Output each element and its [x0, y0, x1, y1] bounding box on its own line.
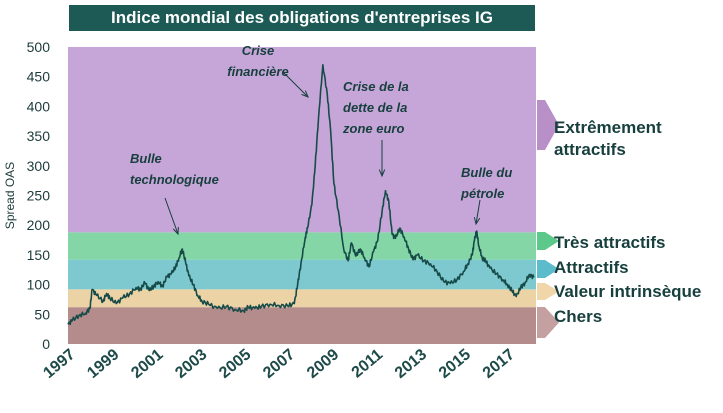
x-axis: 1997 1999 2001 2003 2005 2007 2009 2011 2013 2015… — [40, 346, 518, 382]
y-tick-label: 450 — [27, 69, 51, 85]
x-tick-label: 2001 — [128, 346, 166, 382]
zone-arrow — [537, 307, 559, 338]
zone-arrow — [537, 283, 559, 300]
zone-text: Chers — [554, 307, 602, 326]
zone-text: Attractifs — [554, 258, 629, 277]
y-tick-label: 150 — [27, 247, 51, 263]
annotation-arrow — [164, 197, 179, 235]
annotation-arrowhead — [378, 169, 386, 178]
x-tick-label: 2003 — [172, 346, 210, 382]
annotation-3: Crise de la dette de la zone euro — [342, 79, 409, 178]
y-tick-label: 200 — [27, 217, 51, 233]
annotation-2: Crise financière — [227, 43, 309, 98]
y-axis-label: Spread OAS — [3, 162, 17, 229]
zone-arrow — [537, 100, 559, 150]
annotation-text: Bulle — [130, 151, 162, 166]
y-tick-label: 500 — [27, 39, 51, 55]
zone-text: Valeur intrinsèque — [554, 282, 701, 301]
x-tick-label: 2015 — [436, 346, 474, 382]
annotation-4: Bulle du pétrole — [460, 165, 512, 226]
y-tick-label: 400 — [27, 98, 51, 114]
zone-label-attractifs: Attractifs — [537, 258, 629, 278]
band-valeur-intrinseque — [68, 289, 536, 308]
chart-title: Indice mondial des obligations d'entrepr… — [69, 5, 535, 31]
series-line-0 — [67, 64, 535, 326]
annotation-arrowhead — [301, 90, 309, 98]
zone-text: Extrêmement — [554, 118, 662, 137]
annotation-text: technologique — [130, 172, 219, 187]
zone-label-chers: Chers — [537, 307, 602, 338]
annotation-arrow — [475, 199, 481, 225]
y-tick-label: 350 — [27, 128, 51, 144]
band-chers — [68, 307, 536, 344]
series-layer — [67, 64, 535, 326]
y-tick-label: 100 — [27, 277, 51, 293]
zone-text: attractifs — [554, 140, 626, 159]
x-tick-label: 2013 — [392, 346, 430, 382]
y-tick-label: 300 — [27, 158, 51, 174]
zone-label-extremement-attractifs: Extrêmement attractifs — [537, 100, 662, 159]
zone-label-tres-attractifs: Très attractifs — [537, 232, 666, 252]
annotation-1: Bulle technologique — [130, 151, 219, 236]
annotation-arrowhead — [172, 226, 179, 236]
zone-label-layer: Extrêmement attractifs Très attractifs Attr… — [537, 100, 701, 338]
annotation-text: dette de la — [343, 100, 407, 115]
x-tick-label: 2009 — [304, 346, 342, 382]
annotation-text: Crise de la — [343, 79, 409, 94]
x-tick-label: 2017 — [480, 346, 518, 382]
annotation-arrow — [283, 72, 309, 98]
zone-arrow — [537, 232, 559, 250]
annotation-text: Crise — [242, 43, 275, 58]
annotation-layer: Bulle technologique Crise financière Crise d… — [130, 43, 512, 236]
zone-text: Très attractifs — [554, 233, 666, 252]
x-tick-label: 1999 — [84, 346, 122, 382]
annotation-text: zone euro — [342, 121, 404, 136]
x-tick-label: 2007 — [260, 346, 298, 382]
annotation-text: Bulle du — [461, 165, 512, 180]
zone-arrow — [537, 260, 559, 278]
y-tick-label: 250 — [27, 188, 51, 204]
band-extremement-attractifs — [68, 47, 536, 233]
y-axis: 0 50 100 150 200 250 300 350 400 450 500 Spread OAS — [3, 39, 50, 352]
x-tick-label: 2011 — [349, 346, 387, 381]
y-tick-label: 0 — [42, 336, 50, 352]
y-tick-label: 50 — [34, 306, 50, 322]
annotation-text: pétrole — [460, 186, 504, 201]
x-tick-label: 2005 — [216, 346, 254, 382]
zone-label-valeur-intrinseque: Valeur intrinsèque — [537, 282, 701, 301]
annotation-arrowhead — [473, 217, 481, 226]
band-attractifs — [68, 259, 536, 290]
annotation-text: financière — [227, 64, 288, 79]
